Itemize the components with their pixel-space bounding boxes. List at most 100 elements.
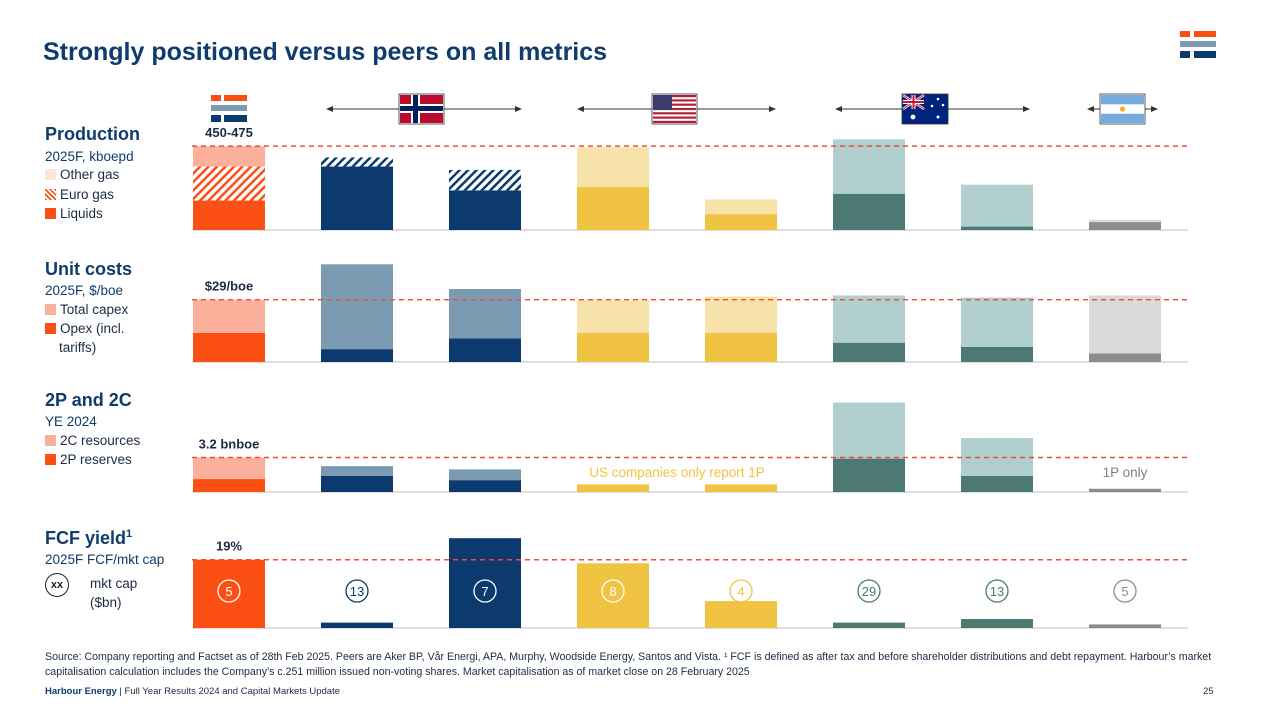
mkt-cap-symbol: xx <box>45 573 69 597</box>
harbour-logo-header-icon <box>211 95 247 122</box>
bar-2p-reserves <box>705 484 777 492</box>
bar-fcf-yield <box>833 622 905 628</box>
legend-label: Liquids <box>60 206 103 221</box>
bar-liquids <box>833 193 905 230</box>
bar-opex-incl-tariffs <box>193 333 265 362</box>
mkt-cap-value: 13 <box>350 584 364 599</box>
section-title-production: Production <box>45 124 140 144</box>
bar-total-capex <box>1089 295 1161 354</box>
legend-2c-resources: 2C resources <box>45 433 140 448</box>
section-title-reserves: 2P and 2C <box>45 390 132 410</box>
page-number: 25 <box>1203 686 1214 697</box>
legend-euro-gas: Euro gas <box>45 187 114 202</box>
mkt-cap-circle <box>857 579 881 603</box>
mkt-cap-value: 5 <box>1121 584 1128 599</box>
reference-label: $29/boe <box>205 279 253 294</box>
bar-2c-resources <box>449 469 521 481</box>
section-subtitle-reserves: YE 2024 <box>45 414 97 429</box>
bar-other-gas <box>1089 219 1161 223</box>
bar-liquids <box>321 166 393 230</box>
mkt-cap-value: 4 <box>737 584 744 599</box>
norway-flag-icon <box>398 93 445 125</box>
bar-liquids <box>705 214 777 230</box>
reference-label: 19% <box>216 539 242 554</box>
bar-2p-reserves <box>1089 488 1161 492</box>
vista-annotation: 1P only <box>1103 465 1148 480</box>
harbour-logo-icon <box>1180 31 1216 58</box>
bar-2c-resources <box>321 466 393 476</box>
bar-euro-gas <box>321 157 393 167</box>
section-subtitle-production: 2025F, kboepd <box>45 149 134 164</box>
mkt-cap-circle <box>601 579 625 603</box>
bar-fcf-yield <box>321 622 393 628</box>
reference-label: 450-475 <box>205 125 253 140</box>
bar-opex-incl-tariffs <box>449 338 521 362</box>
bars-layer <box>193 139 1161 628</box>
bar-liquids <box>961 226 1033 230</box>
mkt-cap-label: mkt cap <box>90 576 138 591</box>
bar-total-capex <box>705 296 777 334</box>
bar-opex-incl-tariffs <box>577 333 649 362</box>
legend-other-gas: Other gas <box>45 167 119 182</box>
mkt-cap-value: 8 <box>609 584 616 599</box>
fcf-superscript: 1 <box>126 528 133 540</box>
bar-other-gas <box>833 139 905 194</box>
bar-fcf-yield <box>1089 624 1161 628</box>
bar-opex-incl-tariffs <box>961 346 1033 362</box>
legend-swatch <box>45 435 56 446</box>
mkt-cap-value: 13 <box>990 584 1004 599</box>
source-note: Source: Company reporting and Factset as… <box>45 651 1212 678</box>
argentina-flag-icon <box>1099 93 1146 125</box>
bar-2c-resources <box>833 402 905 459</box>
footer-text: | Full Year Results 2024 and Capital Mar… <box>116 686 341 697</box>
bar-fcf-yield <box>449 538 521 628</box>
bar-other-gas <box>577 147 649 187</box>
bar-liquids <box>577 186 649 230</box>
bar-opex-incl-tariffs <box>833 342 905 362</box>
footer: Harbour Energy | Full Year Results 2024 … <box>45 686 340 697</box>
bar-liquids <box>193 200 265 230</box>
bar-other-gas <box>193 146 265 167</box>
mkt-cap-value: 5 <box>225 584 232 599</box>
bar-2p-reserves <box>577 484 649 492</box>
legend-label: Euro gas <box>60 187 115 202</box>
footer-company: Harbour Energy <box>45 686 117 697</box>
section-subtitle-unit-costs: 2025F, $/boe <box>45 283 124 298</box>
mkt-cap-legend: mkt cap ($bn) <box>90 574 137 612</box>
mkt-cap-circle <box>1113 579 1137 603</box>
legend-swatch <box>45 189 56 200</box>
legend-opex: Opex (incl. <box>45 321 125 336</box>
bar-2p-reserves <box>961 475 1033 492</box>
bar-fcf-yield <box>193 559 265 628</box>
bar-fcf-yield <box>961 619 1033 628</box>
legend-label: Opex (incl. <box>60 321 125 336</box>
legend-label: 2C resources <box>60 433 141 448</box>
legend-label: Other gas <box>60 167 120 182</box>
bar-euro-gas <box>449 169 521 191</box>
legend-liquids: Liquids <box>45 206 103 221</box>
legend-swatch <box>45 208 56 219</box>
bar-liquids <box>449 190 521 230</box>
section-title-fcf: FCF yield1 <box>45 528 132 549</box>
bar-2p-reserves <box>833 458 905 492</box>
usa-flag-icon <box>651 93 698 125</box>
bar-total-capex <box>833 295 905 343</box>
mkt-cap-circle <box>729 579 753 603</box>
fcf-title-text: FCF yield <box>45 528 127 548</box>
bar-total-capex <box>577 299 649 334</box>
mkt-cap-circle <box>985 579 1009 603</box>
legend-swatch <box>45 323 56 334</box>
mkt-cap-value: 7 <box>481 584 488 599</box>
mkt-cap-circle <box>473 579 497 603</box>
australia-flag-icon <box>901 93 949 125</box>
legend-swatch <box>45 169 56 180</box>
bar-total-capex <box>321 264 393 350</box>
bar-total-capex <box>961 297 1033 347</box>
legend-2p-reserves: 2P reserves <box>45 452 132 467</box>
bar-fcf-yield <box>705 601 777 628</box>
legend-total-capex: Total capex <box>45 302 128 317</box>
bar-other-gas <box>961 184 1033 227</box>
legend-label: 2P reserves <box>60 452 132 467</box>
labels-layer: 450-475 $29/boe 3.2 bnboe US companies only… <box>199 125 1148 603</box>
